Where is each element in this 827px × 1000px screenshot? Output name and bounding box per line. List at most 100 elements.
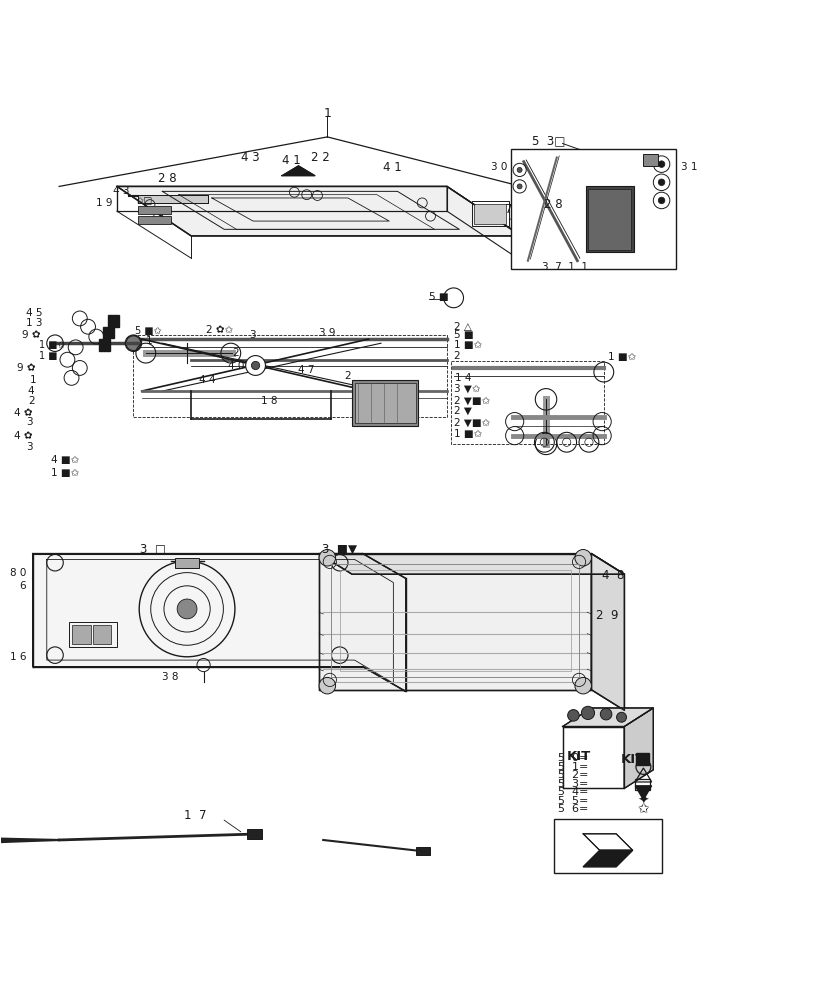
Bar bbox=[103, 327, 114, 338]
Bar bbox=[354, 383, 415, 423]
Text: 5  2=: 5 2= bbox=[557, 770, 588, 780]
Text: 2: 2 bbox=[343, 371, 350, 381]
Text: 4 7: 4 7 bbox=[298, 365, 314, 375]
Text: 3 8: 3 8 bbox=[162, 672, 179, 682]
Text: 2 2: 2 2 bbox=[310, 151, 329, 164]
Circle shape bbox=[581, 706, 594, 720]
Text: ✩: ✩ bbox=[637, 802, 648, 816]
Polygon shape bbox=[582, 850, 632, 867]
Bar bbox=[471, 201, 509, 226]
Text: 4 0: 4 0 bbox=[228, 361, 245, 371]
Text: 2  9: 2 9 bbox=[595, 609, 617, 622]
Text: 1: 1 bbox=[323, 107, 331, 120]
Text: 3 0: 3 0 bbox=[490, 162, 507, 172]
Polygon shape bbox=[318, 554, 624, 574]
Bar bbox=[69, 622, 117, 647]
Text: 1: 1 bbox=[146, 336, 152, 346]
Text: 4 3: 4 3 bbox=[112, 186, 129, 196]
Bar bbox=[174, 558, 199, 568]
Circle shape bbox=[600, 708, 611, 720]
Text: 2 ▼■✩: 2 ▼■✩ bbox=[453, 417, 490, 427]
Text: 5  3=: 5 3= bbox=[557, 779, 588, 789]
Text: 5 ■✩: 5 ■✩ bbox=[135, 326, 161, 336]
Text: 1 ■: 1 ■ bbox=[39, 351, 57, 361]
Text: 9 ✿: 9 ✿ bbox=[17, 363, 36, 373]
Text: 5  3□: 5 3□ bbox=[532, 135, 565, 148]
Text: 3  7  1  1: 3 7 1 1 bbox=[542, 262, 587, 272]
Text: 3  □: 3 □ bbox=[140, 542, 166, 555]
Text: ✩□: ✩□ bbox=[136, 196, 153, 206]
Circle shape bbox=[318, 677, 335, 694]
Text: 4 5: 4 5 bbox=[26, 308, 43, 318]
Text: 4 3: 4 3 bbox=[241, 151, 259, 164]
Bar bbox=[72, 625, 90, 644]
Polygon shape bbox=[137, 195, 208, 203]
Circle shape bbox=[657, 161, 664, 167]
Text: 2 △: 2 △ bbox=[453, 322, 471, 332]
Bar bbox=[474, 204, 506, 224]
Circle shape bbox=[574, 550, 590, 566]
Polygon shape bbox=[634, 786, 651, 800]
Text: 1 ■✩: 1 ■✩ bbox=[453, 340, 481, 350]
Text: 5  4=: 5 4= bbox=[557, 787, 588, 797]
Text: 2 ▼: 2 ▼ bbox=[453, 406, 471, 416]
Polygon shape bbox=[282, 166, 314, 176]
Text: 2: 2 bbox=[28, 396, 35, 406]
Circle shape bbox=[517, 184, 522, 189]
Bar bbox=[247, 829, 262, 839]
Bar bbox=[416, 847, 429, 855]
Text: 4 ■✩: 4 ■✩ bbox=[50, 455, 79, 465]
Polygon shape bbox=[33, 554, 405, 691]
Text: 5 ■: 5 ■ bbox=[453, 330, 473, 340]
Circle shape bbox=[517, 224, 525, 232]
Bar bbox=[339, 570, 570, 671]
Text: 7: 7 bbox=[504, 203, 512, 216]
Polygon shape bbox=[562, 727, 624, 788]
Text: ✦: ✦ bbox=[637, 794, 648, 808]
Text: 4 ✿: 4 ✿ bbox=[14, 431, 33, 441]
Polygon shape bbox=[318, 554, 590, 690]
Text: 6: 6 bbox=[20, 581, 26, 591]
Text: 3 ▼✩: 3 ▼✩ bbox=[453, 384, 480, 394]
Bar bbox=[634, 779, 649, 790]
Polygon shape bbox=[624, 708, 653, 788]
Text: 3: 3 bbox=[26, 442, 33, 452]
Text: 2: 2 bbox=[453, 351, 460, 361]
Text: 5 ■: 5 ■ bbox=[428, 292, 448, 302]
Text: 3: 3 bbox=[26, 417, 33, 427]
Circle shape bbox=[567, 710, 579, 721]
Text: 4 1: 4 1 bbox=[282, 154, 300, 167]
Circle shape bbox=[657, 179, 664, 186]
Circle shape bbox=[517, 167, 522, 172]
Bar bbox=[98, 339, 110, 351]
Text: 1 ■✩: 1 ■✩ bbox=[607, 352, 635, 362]
Text: 4 ✿: 4 ✿ bbox=[14, 408, 33, 418]
Text: 1 ■✩: 1 ■✩ bbox=[39, 340, 65, 350]
Text: 2 ▼■✩: 2 ▼■✩ bbox=[453, 396, 490, 406]
Circle shape bbox=[657, 197, 664, 204]
Circle shape bbox=[126, 336, 141, 351]
Circle shape bbox=[318, 550, 335, 566]
Text: 9 ✿: 9 ✿ bbox=[22, 330, 41, 340]
Text: 1 8: 1 8 bbox=[261, 396, 278, 406]
Bar bbox=[511, 149, 676, 269]
Text: 1: 1 bbox=[30, 375, 36, 385]
Text: KIT: KIT bbox=[620, 753, 645, 766]
Text: 1 ■✩: 1 ■✩ bbox=[50, 468, 79, 478]
Text: 5  5=: 5 5= bbox=[557, 796, 588, 806]
Circle shape bbox=[251, 361, 260, 370]
Circle shape bbox=[616, 712, 626, 722]
Text: 2: 2 bbox=[232, 348, 239, 358]
Bar bbox=[585, 186, 633, 252]
Text: 2 ✿✩: 2 ✿✩ bbox=[206, 325, 233, 335]
Circle shape bbox=[574, 677, 590, 694]
Text: 8 0: 8 0 bbox=[10, 568, 26, 578]
Bar bbox=[587, 189, 630, 250]
Bar bbox=[137, 216, 170, 224]
Text: 2 8: 2 8 bbox=[543, 198, 562, 211]
Text: KIT: KIT bbox=[566, 750, 590, 763]
Circle shape bbox=[246, 356, 265, 375]
Bar bbox=[553, 819, 661, 873]
Bar bbox=[331, 564, 578, 677]
Polygon shape bbox=[590, 554, 624, 710]
